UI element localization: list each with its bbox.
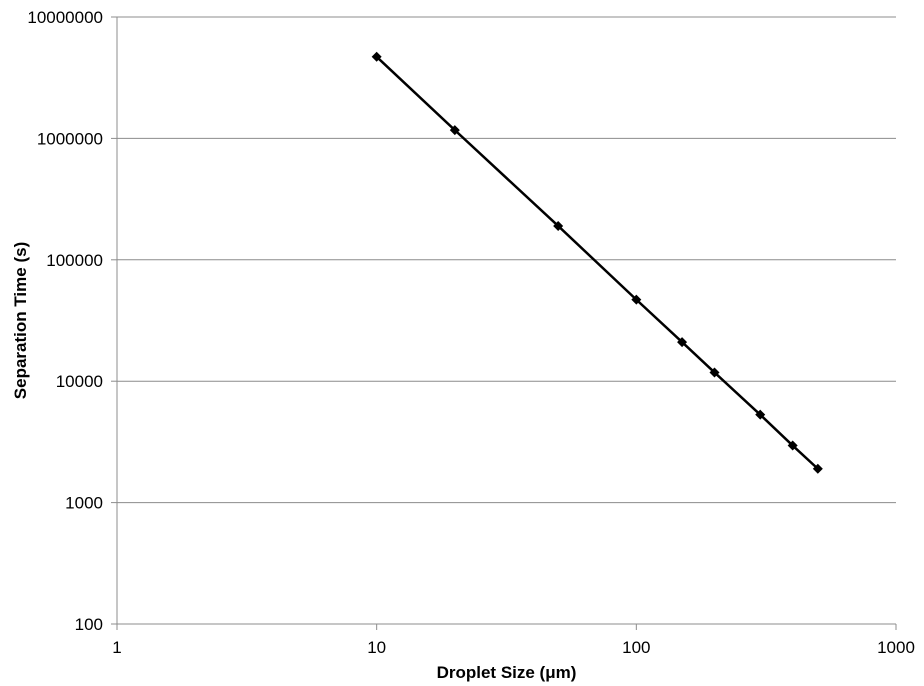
x-tick-label: 10 [367, 638, 386, 657]
axes [111, 16, 897, 630]
data-point-marker [812, 463, 823, 474]
x-tick-label: 1000 [877, 638, 915, 657]
data-point-marker [677, 337, 688, 348]
y-axis-title: Separation Time (s) [11, 242, 30, 399]
x-tick-labels: 1 10 100 1000 [112, 638, 915, 657]
data-point-marker [631, 294, 642, 305]
data-point-marker [371, 51, 382, 62]
y-tick-label: 1000000 [37, 129, 103, 148]
x-tick-label: 100 [622, 638, 650, 657]
y-tick-label: 10000 [56, 372, 103, 391]
data-point-marker [553, 220, 564, 231]
y-tick-labels: 100 1000 10000 100000 1000000 10000000 [27, 8, 103, 634]
y-tick-label: 100000 [46, 251, 103, 270]
y-tick-label: 10000000 [27, 8, 103, 27]
y-tick-label: 1000 [65, 494, 103, 513]
x-axis-title: Droplet Size (μm) [437, 663, 577, 682]
data-point-marker [787, 440, 798, 451]
gridlines [117, 16, 896, 504]
series-line [375, 55, 819, 470]
series [371, 51, 823, 474]
y-tick-label: 100 [75, 615, 103, 634]
x-tick-label: 1 [112, 638, 121, 657]
data-point-marker [449, 125, 460, 136]
data-point-marker [709, 367, 720, 378]
data-point-marker [755, 409, 766, 420]
